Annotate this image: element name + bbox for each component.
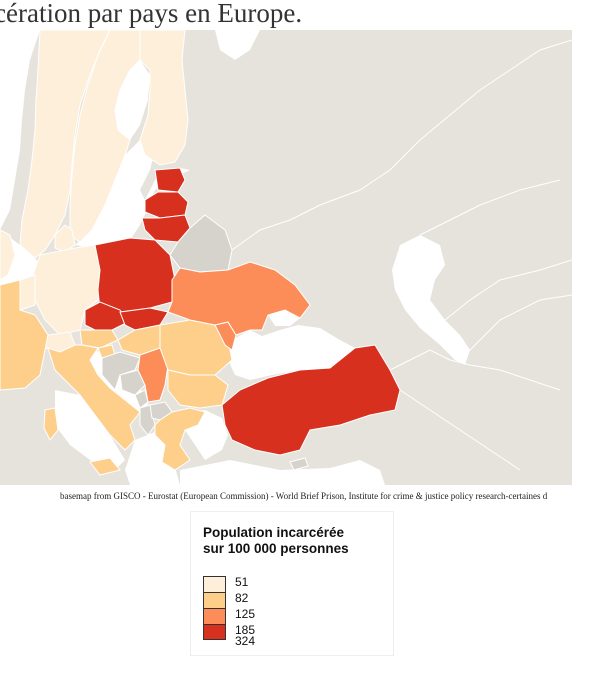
island-sardinia bbox=[43, 407, 59, 441]
legend-value: 125 bbox=[235, 607, 256, 621]
legend-title-line-1: Population incarcérée bbox=[203, 525, 345, 540]
legend-swatch bbox=[203, 624, 226, 640]
country-belarus bbox=[169, 214, 233, 273]
map-svg bbox=[0, 30, 572, 485]
border-lines bbox=[231, 39, 572, 471]
caspian-sea bbox=[392, 235, 470, 365]
country-france bbox=[0, 279, 49, 391]
legend-title-line-2: sur 100 000 personnes bbox=[203, 541, 349, 556]
country-latvia bbox=[144, 191, 189, 219]
country-poland bbox=[94, 237, 176, 313]
country-czechia bbox=[84, 301, 129, 331]
country-sweden bbox=[69, 30, 141, 243]
baltic-sea bbox=[75, 140, 190, 248]
tyrrhenian-sea bbox=[55, 390, 125, 470]
black-sea bbox=[228, 325, 355, 380]
map-credits: basemap from GISCO - Eurostat (European … bbox=[60, 491, 548, 501]
country-norway bbox=[19, 30, 111, 259]
country-greece bbox=[154, 407, 206, 471]
legend-value: 82 bbox=[235, 591, 249, 605]
country-italy bbox=[47, 344, 141, 451]
legend-value: 185 bbox=[235, 623, 256, 637]
legend-swatch bbox=[203, 592, 226, 608]
legend-title: Population incarcérée sur 100 000 person… bbox=[203, 525, 349, 557]
legend-swatch bbox=[203, 608, 226, 624]
island-sicily bbox=[89, 457, 121, 476]
north-sea bbox=[0, 30, 40, 230]
country-ukraine bbox=[167, 261, 311, 336]
europe-map bbox=[0, 30, 572, 485]
gulf-of-bothnia bbox=[115, 60, 150, 140]
island-cyprus bbox=[289, 457, 309, 471]
country-turkey bbox=[221, 344, 401, 456]
country-estonia bbox=[154, 167, 186, 193]
legend-value-max: 324 bbox=[235, 634, 256, 648]
country-bosnia bbox=[119, 369, 146, 396]
legend-value: 51 bbox=[235, 575, 249, 589]
legend-swatch bbox=[203, 576, 226, 592]
map-legend: Population incarcérée sur 100 000 person… bbox=[190, 511, 394, 656]
country-denmark bbox=[54, 224, 76, 253]
country-montenegro bbox=[134, 389, 149, 409]
mediterranean-east bbox=[180, 460, 385, 485]
white-sea bbox=[215, 30, 260, 60]
country-finland bbox=[139, 30, 189, 166]
country-uk bbox=[0, 229, 16, 281]
map-title: cération par pays en Europe. bbox=[0, 0, 303, 28]
